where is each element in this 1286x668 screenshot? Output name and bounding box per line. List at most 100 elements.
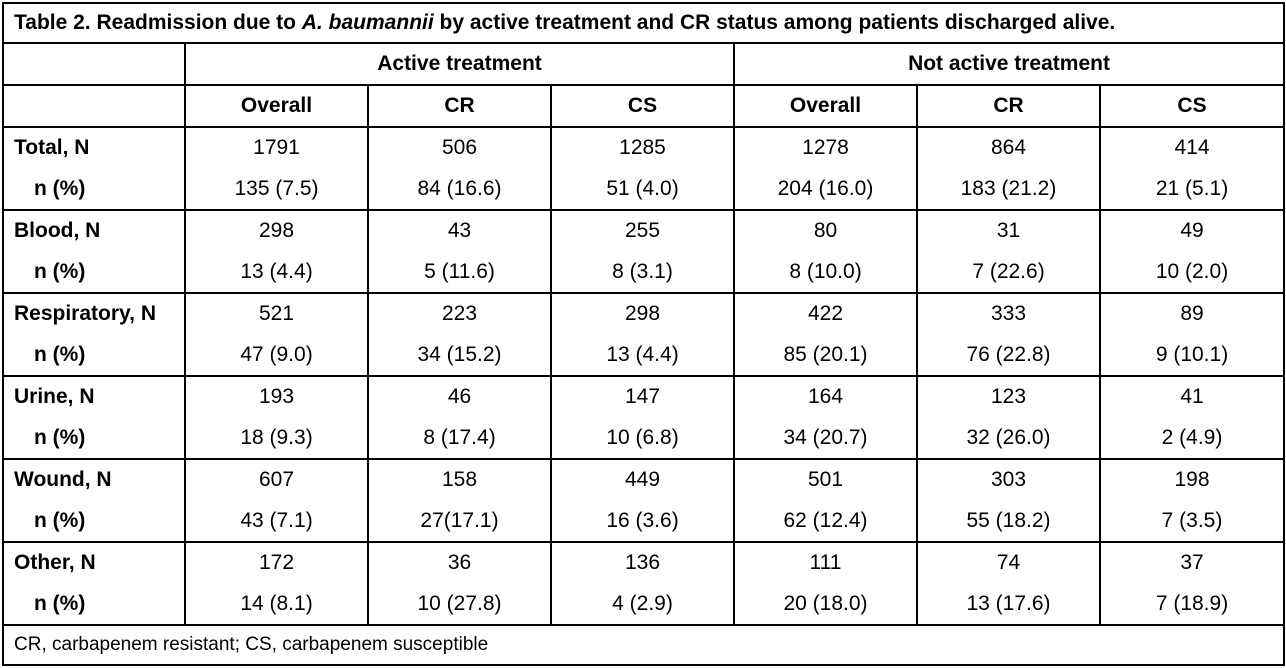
percent-value: 8 (3.1) bbox=[612, 260, 673, 283]
count-value: 136 bbox=[624, 551, 661, 574]
percent-value: 16 (3.6) bbox=[606, 509, 679, 532]
count-value: 298 bbox=[624, 302, 661, 325]
data-cell: 298 13 (4.4) bbox=[550, 293, 735, 377]
table-row: Wound, N n (%) 607 43 (7.1) 158 27(17.1) 449 16… bbox=[2, 459, 1286, 543]
data-cell: 158 27(17.1) bbox=[367, 459, 552, 543]
percent-value: 2 (4.9) bbox=[1161, 426, 1223, 449]
count-value: 111 bbox=[809, 551, 842, 574]
n-percent-label: n (%) bbox=[34, 592, 86, 615]
count-value: 193 bbox=[258, 385, 295, 408]
data-cell: 607 43 (7.1) bbox=[184, 459, 369, 543]
data-cell: 36 10 (27.8) bbox=[367, 542, 552, 626]
table-row: Urine, N n (%) 193 18 (9.3) 46 8 (17.4) 147 10 … bbox=[2, 376, 1286, 460]
table-row: Other, N n (%) 172 14 (8.1) 36 10 (27.8) 136 4 … bbox=[2, 542, 1286, 626]
data-cell: 1791 135 (7.5) bbox=[184, 126, 369, 211]
data-cell: 164 34 (20.7) bbox=[733, 376, 918, 460]
col-header: Overall bbox=[733, 84, 918, 128]
data-cell: 37 7 (18.9) bbox=[1098, 542, 1286, 626]
count-value: 172 bbox=[258, 551, 295, 574]
percent-value: 10 (6.8) bbox=[606, 426, 679, 449]
data-cell: 521 47 (9.0) bbox=[184, 293, 369, 377]
data-cell: 333 76 (22.8) bbox=[916, 293, 1101, 377]
count-value: 333 bbox=[990, 302, 1027, 325]
col-header: CR bbox=[367, 84, 552, 128]
row-label: Total, N bbox=[14, 136, 90, 159]
row-label-cell: Respiratory, N n (%) bbox=[2, 293, 186, 377]
count-value: 41 bbox=[1180, 385, 1204, 408]
group-header-active: Active treatment bbox=[184, 42, 735, 86]
data-cell: 111 20 (18.0) bbox=[733, 542, 918, 626]
n-percent-label: n (%) bbox=[34, 177, 86, 200]
data-cell: 46 8 (17.4) bbox=[367, 376, 552, 460]
col-header: Overall bbox=[184, 84, 369, 128]
count-value: 864 bbox=[990, 136, 1027, 159]
row-label-cell: Urine, N n (%) bbox=[2, 376, 186, 460]
percent-value: 18 (9.3) bbox=[240, 426, 313, 449]
count-value: 36 bbox=[447, 551, 472, 574]
count-value: 123 bbox=[990, 385, 1027, 408]
n-percent-label: n (%) bbox=[34, 426, 86, 449]
count-value: 37 bbox=[1180, 551, 1204, 574]
count-value: 506 bbox=[441, 136, 478, 159]
row-label: Blood, N bbox=[14, 219, 101, 242]
data-cell: 31 7 (22.6) bbox=[916, 210, 1101, 294]
group-header-not-active: Not active treatment bbox=[732, 42, 1286, 86]
percent-value: 13 (4.4) bbox=[240, 260, 313, 283]
percent-value: 135 (7.5) bbox=[234, 177, 319, 200]
data-cell: 41 2 (4.9) bbox=[1098, 376, 1286, 460]
count-value: 164 bbox=[807, 385, 844, 408]
count-value: 521 bbox=[258, 302, 295, 325]
data-cell: 74 13 (17.6) bbox=[916, 542, 1101, 626]
data-cell: 80 8 (10.0) bbox=[733, 210, 918, 294]
count-value: 255 bbox=[624, 219, 661, 242]
count-value: 89 bbox=[1180, 302, 1204, 325]
data-cell: 43 5 (11.6) bbox=[367, 210, 552, 294]
row-label: Wound, N bbox=[14, 468, 112, 491]
count-value: 147 bbox=[624, 385, 661, 408]
data-cell: 136 4 (2.9) bbox=[550, 542, 735, 626]
percent-value: 7 (3.5) bbox=[1161, 509, 1223, 532]
row-label: Other, N bbox=[14, 551, 96, 574]
count-value: 80 bbox=[813, 219, 838, 242]
row-label-cell: Other, N n (%) bbox=[2, 542, 186, 626]
row-label-cell: Total, N n (%) bbox=[2, 126, 186, 211]
percent-value: 8 (17.4) bbox=[423, 426, 496, 449]
data-cell: 89 9 (10.1) bbox=[1098, 293, 1286, 377]
row-label-cell: Wound, N n (%) bbox=[2, 459, 186, 543]
n-percent-label: n (%) bbox=[34, 260, 86, 283]
percent-value: 76 (22.8) bbox=[966, 343, 1051, 366]
percent-value: 55 (18.2) bbox=[966, 509, 1051, 532]
count-value: 303 bbox=[990, 468, 1027, 491]
percent-value: 14 (8.1) bbox=[240, 592, 313, 615]
percent-value: 8 (10.0) bbox=[789, 260, 862, 283]
data-cell: 193 18 (9.3) bbox=[184, 376, 369, 460]
count-value: 422 bbox=[807, 302, 844, 325]
n-percent-label: n (%) bbox=[34, 509, 86, 532]
col-header: CR bbox=[916, 84, 1101, 128]
percent-value: 204 (16.0) bbox=[777, 177, 874, 200]
percent-value: 20 (18.0) bbox=[783, 592, 868, 615]
data-cell: 1285 51 (4.0) bbox=[550, 126, 735, 211]
percent-value: 27(17.1) bbox=[420, 509, 499, 532]
percent-value: 13 (17.6) bbox=[966, 592, 1051, 615]
percent-value: 5 (11.6) bbox=[424, 260, 495, 283]
n-percent-label: n (%) bbox=[34, 343, 86, 366]
col-header: CS bbox=[1098, 84, 1286, 128]
table-footnote: CR, carbapenem resistant; CS, carbapenem… bbox=[1, 624, 1286, 666]
table-row: Total, N n (%) 1791 135 (7.5) 506 84 (16.6) 12… bbox=[2, 126, 1286, 211]
percent-value: 51 (4.0) bbox=[606, 177, 679, 200]
data-cell: 864 183 (21.2) bbox=[916, 126, 1101, 211]
percent-value: 43 (7.1) bbox=[240, 509, 313, 532]
percent-value: 10 (2.0) bbox=[1155, 260, 1229, 283]
count-value: 31 bbox=[996, 219, 1021, 242]
data-cell: 303 55 (18.2) bbox=[916, 459, 1101, 543]
corner-cell bbox=[2, 42, 186, 86]
percent-value: 21 (5.1) bbox=[1155, 177, 1229, 200]
row-label: Respiratory, N bbox=[14, 302, 156, 325]
data-cell: 1278 204 (16.0) bbox=[733, 126, 918, 211]
count-value: 43 bbox=[447, 219, 472, 242]
data-cell: 172 14 (8.1) bbox=[184, 542, 369, 626]
data-cell: 422 85 (20.1) bbox=[733, 293, 918, 377]
data-cell: 123 32 (26.0) bbox=[916, 376, 1101, 460]
